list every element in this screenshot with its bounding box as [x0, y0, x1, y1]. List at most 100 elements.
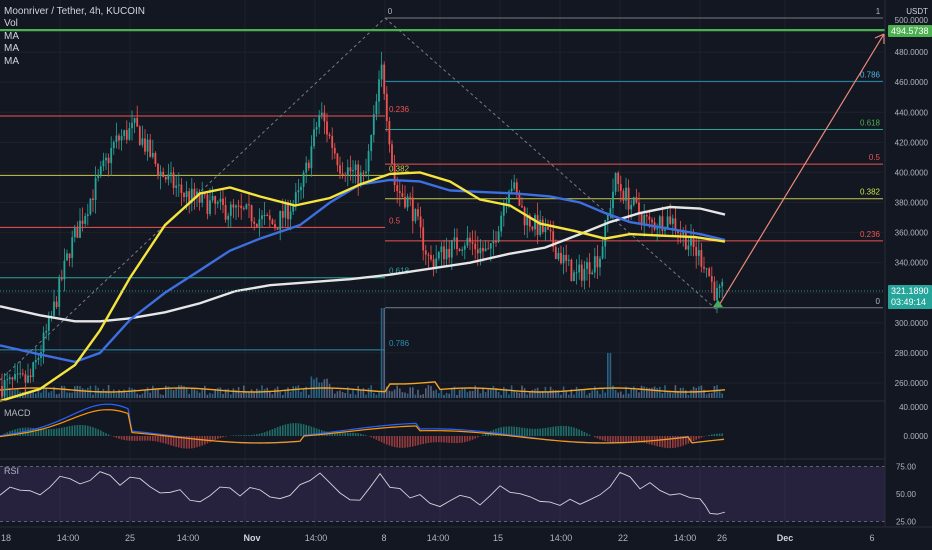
candle-body	[484, 248, 487, 252]
macd-histogram-bar	[289, 423, 292, 436]
candle-body	[336, 153, 339, 166]
macd-histogram-bar	[240, 435, 242, 436]
volume-bar	[609, 353, 612, 398]
volume-bar	[581, 389, 583, 398]
candle-body	[138, 126, 141, 145]
candle-body	[118, 135, 120, 141]
candle-body	[463, 245, 466, 250]
macd-histogram-bar	[609, 436, 612, 443]
last-price-tag: 321.1890 03:49:14	[888, 285, 932, 309]
macd-histogram-bar	[76, 425, 79, 436]
candle-body	[354, 164, 357, 171]
rsi-band	[0, 466, 885, 522]
candle-body	[151, 152, 154, 157]
candle-body	[640, 213, 643, 225]
candle-body	[92, 198, 94, 201]
volume-bar	[435, 389, 437, 398]
volume-bar	[66, 392, 68, 398]
volume-bar	[391, 391, 393, 398]
candle-body	[323, 112, 326, 122]
volume-bar	[534, 388, 536, 398]
macd-histogram-bar	[334, 432, 336, 436]
macd-histogram-bar	[513, 426, 515, 436]
volume-bar	[48, 392, 50, 398]
candle-body	[300, 186, 302, 191]
volume-bar	[716, 385, 718, 398]
macd-histogram-bar	[188, 436, 190, 449]
macd-histogram-bar	[406, 436, 409, 448]
candle-body	[19, 373, 22, 375]
volume-bar	[235, 389, 237, 398]
legend-ma-1[interactable]: MA	[4, 30, 19, 42]
macd-histogram-bar	[170, 436, 172, 446]
macd-histogram-bar	[461, 436, 463, 443]
volume-bar	[492, 385, 495, 398]
volume-bar	[339, 390, 341, 398]
candle-body	[437, 252, 440, 259]
volume-bar	[427, 385, 430, 398]
volume-bar	[490, 388, 492, 398]
volume-bar	[224, 389, 227, 398]
volume-bar	[575, 386, 578, 398]
rsi-tick: 50.00	[896, 490, 917, 499]
macd-histogram-bar	[61, 427, 63, 436]
price-tick: 420.0000	[895, 138, 929, 147]
candle-body	[638, 202, 640, 214]
fib-right-end-label: 1	[876, 7, 881, 16]
volume-bars	[0, 308, 726, 398]
candle-body	[307, 162, 310, 169]
legend-ma-3[interactable]: MA	[4, 55, 19, 67]
candle-body	[219, 198, 222, 203]
macd-histogram-bar	[672, 436, 674, 449]
macd-histogram-bar	[674, 436, 677, 448]
target-price-tag: 494.5738	[888, 25, 932, 37]
macd-histogram-bar	[165, 436, 167, 444]
macd-histogram-bar	[123, 436, 125, 441]
macd-histogram-bar	[370, 436, 372, 438]
macd-histogram-bar	[549, 427, 552, 436]
volume-bar	[133, 388, 136, 398]
macd-histogram-bar	[336, 432, 339, 436]
volume-bar	[196, 390, 198, 398]
macd-histogram-bar	[71, 425, 73, 436]
candle-body	[671, 218, 674, 224]
macd-histogram-bar	[9, 431, 11, 436]
volume-bar	[661, 393, 664, 398]
candle-body	[310, 146, 313, 169]
volume-bar	[193, 389, 196, 398]
macd-histogram-bar	[274, 428, 276, 436]
macd-histogram-bar	[617, 436, 619, 443]
fib-left-label: 0.618	[389, 267, 410, 276]
legend-vol[interactable]: Vol	[4, 18, 18, 30]
macd-histogram-bar	[695, 436, 697, 440]
macd-histogram-bar	[718, 433, 721, 436]
volume-bar	[250, 389, 253, 398]
candle-body	[190, 188, 193, 203]
rsi-tick: 25.00	[896, 518, 917, 527]
candle-body	[495, 241, 497, 243]
macd-histogram-bar	[37, 428, 40, 436]
candle-body	[331, 136, 334, 148]
macd-histogram-bar	[607, 436, 609, 442]
candle-body	[617, 172, 620, 184]
macd-histogram-bar	[133, 436, 136, 441]
macd-histogram-bar	[435, 436, 437, 443]
candle-body	[450, 240, 453, 258]
candle-body	[271, 219, 274, 225]
macd-histogram-bar	[666, 436, 669, 449]
time-tick: 14:00	[550, 533, 573, 543]
volume-bar	[206, 394, 209, 398]
candle-body	[404, 196, 406, 208]
candle-body	[284, 202, 287, 218]
macd-histogram-bar	[510, 426, 513, 436]
legend-ma-2[interactable]: MA	[4, 43, 19, 55]
macd-histogram-bar	[534, 428, 536, 436]
candle-body	[123, 130, 126, 137]
candle-body	[708, 268, 711, 277]
macd-histogram-bar	[237, 435, 240, 436]
candle-body	[700, 250, 703, 267]
macd-histogram-bar	[263, 432, 266, 436]
candle-body	[6, 379, 9, 381]
volume-bar	[141, 393, 144, 398]
